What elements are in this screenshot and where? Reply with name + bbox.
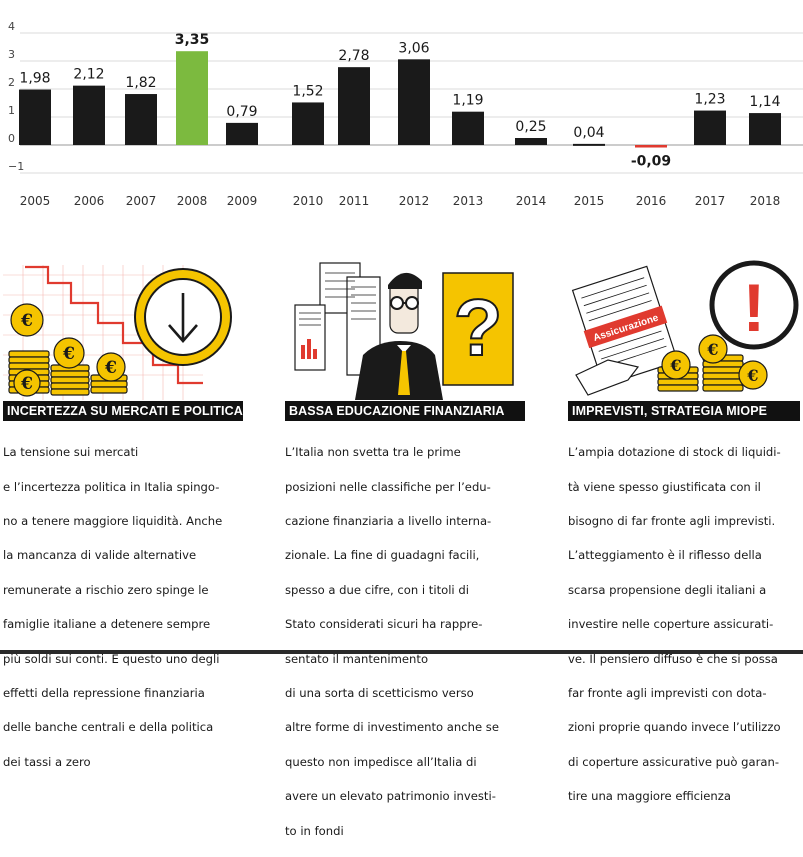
x-tick-label-2014: 2014	[516, 194, 547, 208]
euro-symbol: €	[20, 311, 33, 331]
x-tick-label-2008: 2008	[177, 194, 208, 208]
insurance-warning-icon: Assicurazione € € € !	[571, 260, 799, 396]
value-label-2018: 1,14	[749, 94, 780, 110]
bar-2011	[338, 67, 370, 145]
section-body: L’Italia non svetta tra le prime posizio…	[285, 445, 499, 838]
x-tick-label-2010: 2010	[293, 194, 324, 208]
x-tick-label-2015: 2015	[574, 194, 605, 208]
exclamation-mark: !	[743, 270, 766, 346]
value-label-2015: 0,04	[573, 125, 604, 141]
value-label-2013: 1,19	[452, 93, 483, 109]
bar-2010	[292, 102, 324, 145]
y-tick-label: 2	[8, 76, 15, 89]
section-unforeseen: Assicurazione € € € ! IMPREVISTI, STRATE…	[568, 255, 800, 823]
value-label-2014: 0,25	[515, 119, 546, 135]
bar-2015	[573, 143, 605, 146]
value-label-2007: 1,82	[125, 75, 156, 91]
bar-2018	[749, 113, 781, 145]
x-tick-label-2011: 2011	[339, 194, 370, 208]
value-label-2012: 3,06	[398, 40, 429, 56]
value-label-2011: 2,78	[338, 48, 369, 64]
section-title: INCERTEZZA SU MERCATI E POLITICA	[3, 401, 243, 421]
euro-symbol: €	[62, 344, 75, 364]
question-mark: ?	[454, 283, 503, 372]
coins-down-arrow-icon: € € € €	[3, 265, 232, 400]
section-title: IMPREVISTI, STRATEGIA MIOPE	[568, 401, 800, 421]
y-tick-label: 4	[8, 20, 15, 33]
euro-symbol: €	[706, 340, 718, 359]
x-tick-label-2007: 2007	[126, 194, 157, 208]
euro-symbol: €	[104, 358, 117, 378]
value-label-2005: 1,98	[19, 71, 50, 87]
section-body: La tensione sui mercati e l’incertezza p…	[3, 445, 223, 769]
y-tick-label: 3	[8, 48, 15, 61]
section-uncertainty: € € € € INCERTEZZA SU MERCATI E POLITICA…	[3, 255, 243, 788]
y-tick-label: 1	[8, 104, 15, 117]
x-tick-label-2018: 2018	[750, 194, 781, 208]
section-financial-education: ? BASSA EDUCAZIONE FINANZIARIA L’Italia …	[285, 255, 525, 857]
bar-2016	[635, 145, 667, 148]
x-tick-label-2013: 2013	[453, 194, 484, 208]
x-tick-label-2016: 2016	[636, 194, 667, 208]
bar-2008	[176, 51, 208, 146]
bar-2007	[125, 94, 157, 145]
bar-2009	[226, 122, 258, 145]
y-tick-label: 0	[8, 132, 15, 145]
value-label-2017: 1,23	[694, 92, 725, 108]
bar-2017	[694, 110, 726, 145]
x-tick-label-2006: 2006	[74, 194, 105, 208]
value-label-2010: 1,52	[292, 83, 323, 99]
bar-chart: 4 3 2 1 0 −1 1,98 2005 2,12 2006 1,82 2007 3,35 2008 0…	[8, 20, 803, 208]
bar-2012	[398, 59, 430, 145]
value-label-2016: -0,09	[631, 154, 671, 170]
value-label-2008: 3,35	[175, 32, 210, 48]
x-tick-label-2009: 2009	[227, 194, 258, 208]
bar-2014	[515, 138, 547, 145]
value-label-2006: 2,12	[73, 67, 104, 83]
x-tick-label-2012: 2012	[399, 194, 430, 208]
x-tick-label-2017: 2017	[695, 194, 726, 208]
section-body: L’ampia dotazione di stock di liquidi- t…	[568, 445, 781, 804]
bar-2005	[19, 89, 51, 145]
confused-investor-question-icon: ?	[294, 262, 514, 400]
bar-2013	[452, 111, 484, 145]
x-tick-label-2005: 2005	[20, 194, 51, 208]
euro-symbol: €	[746, 366, 758, 385]
section-title: BASSA EDUCAZIONE FINANZIARIA	[285, 401, 525, 421]
value-label-2009: 0,79	[226, 104, 257, 120]
bottom-border	[0, 650, 803, 654]
bar-2006	[73, 85, 105, 145]
y-tick-label: −1	[8, 160, 24, 173]
euro-symbol: €	[20, 374, 33, 394]
euro-symbol: €	[669, 356, 681, 375]
